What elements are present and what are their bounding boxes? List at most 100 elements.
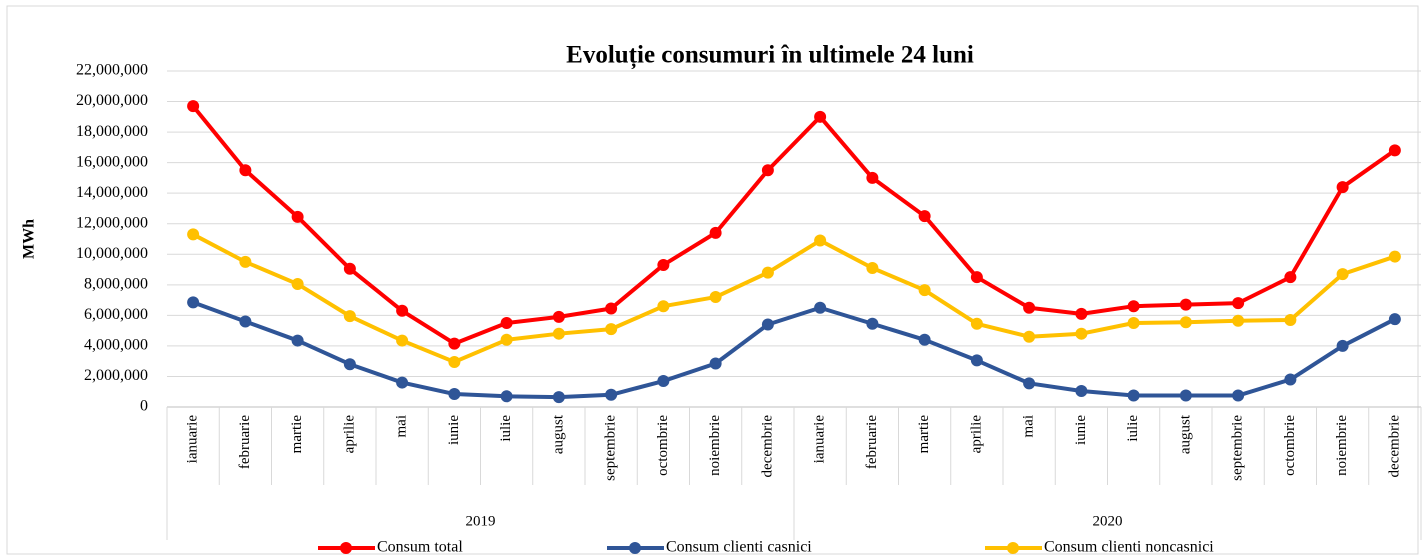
- group-label: 2019: [466, 513, 496, 529]
- y-tick-label: 0: [140, 398, 148, 415]
- point: [1075, 307, 1088, 320]
- point: [657, 375, 670, 388]
- x-tick-label: septembrie: [603, 415, 619, 481]
- point: [605, 323, 618, 336]
- point: [239, 164, 252, 177]
- legend-marker: [340, 542, 352, 554]
- x-tick-label: aprilie: [968, 415, 984, 454]
- series-line: [191, 104, 1397, 346]
- x-tick-label: decembrie: [759, 415, 775, 478]
- point: [1023, 301, 1036, 314]
- point: [814, 234, 827, 247]
- point: [500, 317, 513, 329]
- point: [918, 333, 931, 346]
- x-tick-label: noiembrie: [707, 415, 723, 476]
- point: [448, 388, 461, 401]
- series-line: [192, 300, 1396, 400]
- point: [709, 291, 722, 304]
- x-tick-label: ianuarie: [812, 415, 828, 464]
- x-tick-label: decembrie: [1386, 415, 1402, 478]
- point: [970, 354, 983, 367]
- y-tick-label: 6,000,000: [84, 306, 148, 323]
- y-tick-label: 10,000,000: [76, 245, 148, 262]
- point: [1388, 250, 1401, 263]
- point: [709, 226, 722, 239]
- point: [1023, 377, 1036, 390]
- legend-marker: [629, 542, 641, 554]
- point: [761, 266, 774, 279]
- point: [343, 310, 356, 323]
- point: [291, 334, 304, 347]
- point: [187, 296, 200, 309]
- point: [500, 390, 513, 403]
- point: [866, 262, 879, 275]
- x-tick-label: februarie: [864, 415, 880, 469]
- point: [1232, 389, 1245, 402]
- y-tick-label: 20,000,000: [76, 92, 148, 109]
- x-tick-label: ianuarie: [185, 415, 201, 464]
- x-tick-label: octombrie: [655, 415, 671, 476]
- x-tick-label: iunie: [446, 415, 462, 445]
- legend-label: Consum clienti casnici: [666, 539, 812, 556]
- point: [605, 302, 618, 315]
- x-tick-label: noiembrie: [1334, 415, 1350, 476]
- point: [448, 355, 461, 368]
- point: [1179, 298, 1192, 311]
- chart-border: [6, 5, 1419, 555]
- point: [814, 301, 827, 314]
- y-tick-label: 16,000,000: [76, 153, 148, 170]
- point: [657, 300, 670, 313]
- series-line: [192, 232, 1396, 364]
- point: [291, 278, 304, 291]
- point: [396, 304, 409, 317]
- point: [918, 284, 931, 297]
- point: [239, 255, 252, 268]
- point: [761, 164, 774, 177]
- chart-title: Evoluție consumuri în ultimele 24 luni: [566, 42, 974, 70]
- x-tick-label: iulie: [1125, 415, 1141, 442]
- x-tick-label: martie: [916, 415, 932, 454]
- x-tick-label: august: [550, 414, 566, 454]
- point: [1179, 316, 1192, 329]
- point: [1075, 327, 1088, 340]
- point: [1284, 373, 1297, 386]
- x-tick-label: martie: [289, 415, 305, 454]
- point: [396, 376, 409, 389]
- x-tick-label: iulie: [498, 415, 514, 442]
- x-tick-label: august: [1177, 414, 1193, 454]
- point: [761, 318, 774, 331]
- y-tick-label: 8,000,000: [84, 275, 148, 292]
- point: [1023, 330, 1036, 343]
- point: [552, 310, 565, 323]
- point: [552, 391, 565, 404]
- x-tick-label: februarie: [237, 415, 253, 469]
- x-tick-label: mai: [394, 415, 410, 438]
- point: [1284, 271, 1297, 284]
- y-axis-label: MWh: [21, 219, 38, 259]
- point: [291, 210, 304, 223]
- y-tick-label: 14,000,000: [76, 184, 148, 201]
- point: [1127, 300, 1140, 313]
- point: [814, 110, 827, 123]
- point: [1388, 144, 1401, 157]
- legend-label: Consum clienti noncasnici: [1044, 539, 1214, 556]
- point: [187, 228, 200, 241]
- point: [1232, 314, 1245, 327]
- point: [1127, 317, 1140, 329]
- point: [343, 262, 356, 275]
- point: [866, 317, 879, 330]
- point: [970, 317, 983, 330]
- point: [448, 337, 461, 350]
- point: [605, 388, 618, 401]
- point: [343, 358, 356, 371]
- y-tick-label: 22,000,000: [76, 62, 148, 79]
- point: [552, 327, 565, 340]
- point: [918, 210, 931, 223]
- x-tick-label: mai: [1021, 415, 1037, 438]
- point: [1336, 181, 1349, 194]
- point: [1127, 389, 1140, 402]
- group-label: 2020: [1093, 513, 1123, 529]
- y-tick-label: 2,000,000: [84, 367, 148, 384]
- point: [1388, 313, 1401, 326]
